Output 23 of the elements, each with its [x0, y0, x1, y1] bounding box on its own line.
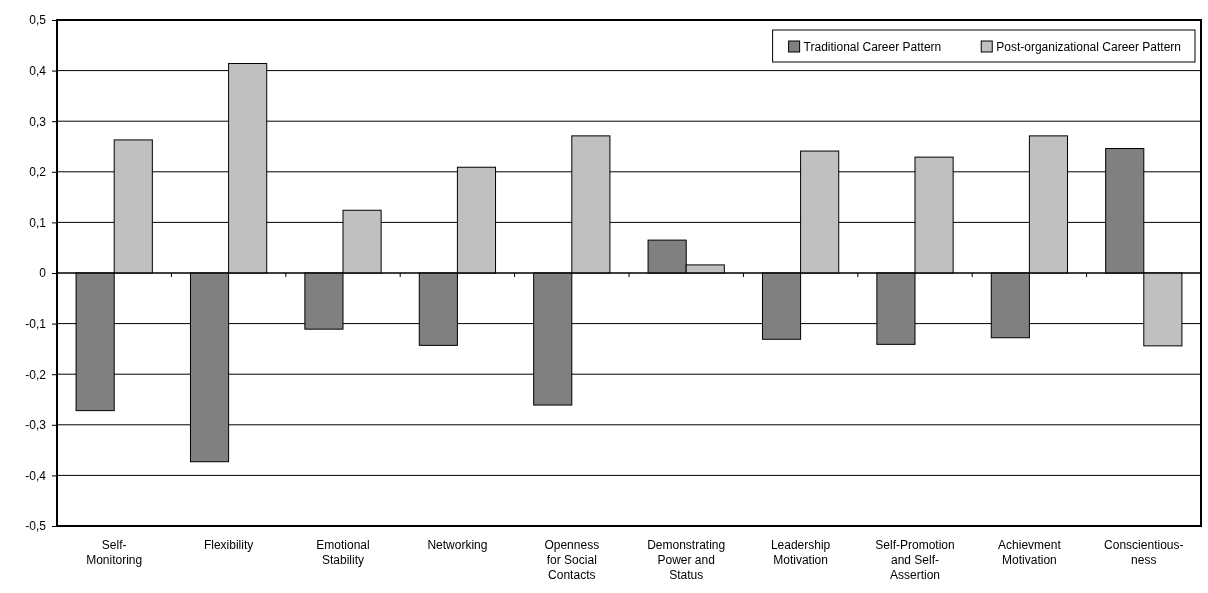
- legend-label: Traditional Career Pattern: [803, 40, 942, 54]
- x-tick-label: Leadership Motivation: [770, 538, 831, 567]
- legend-label: Post-organizational Career Pattern: [996, 40, 1181, 54]
- y-tick-label: -0,1: [25, 316, 47, 331]
- y-tick-label: -0,5: [25, 519, 47, 534]
- x-tick-label: Self-Promotion and Self- Assertion: [875, 538, 955, 582]
- x-tick-label: Openness for Social Contacts: [544, 538, 600, 582]
- x-tick-label: Achievment Motivation: [998, 538, 1062, 567]
- x-tick-label: Networking: [427, 538, 488, 552]
- y-tick-label: 0,5: [29, 13, 47, 28]
- y-tick-label: -0,3: [25, 418, 47, 433]
- y-tick-label: -0,2: [25, 367, 47, 382]
- x-tick-label: Self- Monitoring: [86, 538, 143, 567]
- x-tick-label: Conscientious- ness: [1104, 538, 1184, 567]
- x-tick-label: Flexibility: [203, 538, 254, 552]
- y-tick-label: 0,2: [29, 165, 47, 180]
- x-tick-label: Emotional Stability: [316, 538, 370, 567]
- y-tick-label: 0,3: [29, 114, 47, 129]
- y-tick-label: -0,4: [25, 468, 47, 483]
- x-tick-label: Demonstrating Power and Status: [647, 538, 726, 582]
- y-tick-label: 0,1: [29, 215, 47, 230]
- y-tick-label: 0,4: [29, 63, 47, 78]
- y-tick-label: 0: [39, 266, 47, 281]
